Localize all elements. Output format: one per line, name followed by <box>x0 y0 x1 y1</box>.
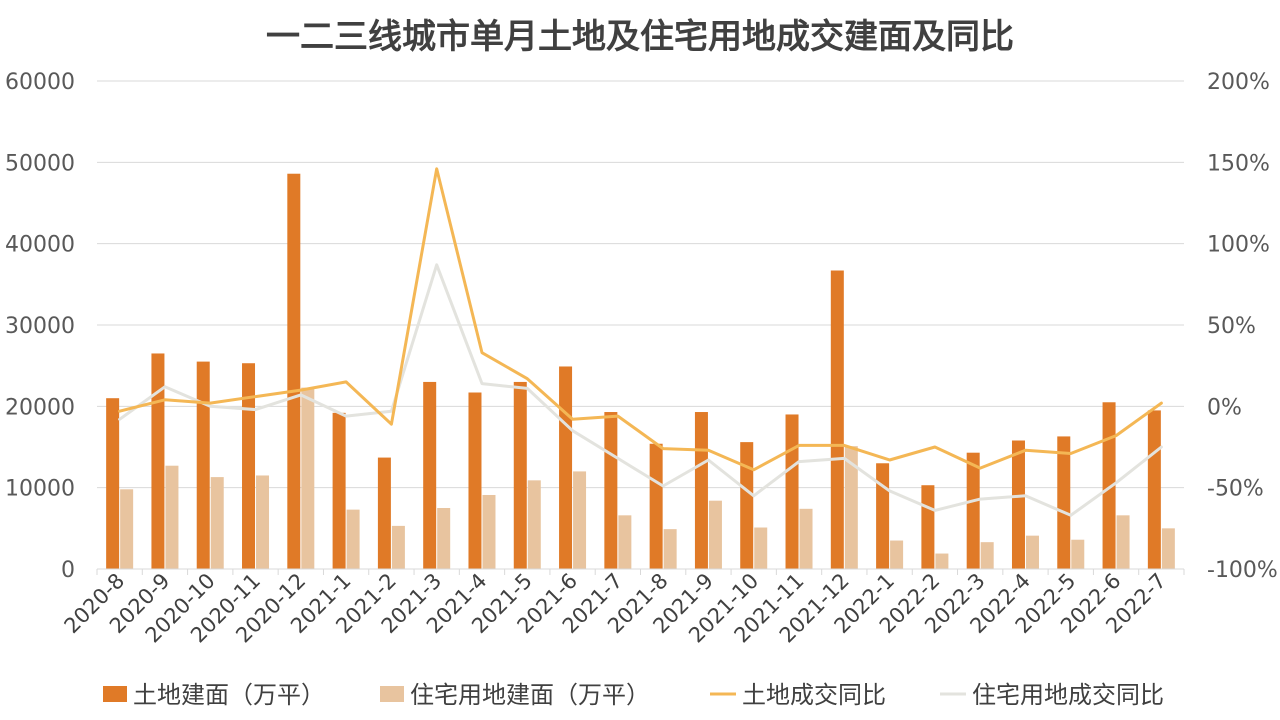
x-axis: 2020-82020-92020-102020-112020-122021-12… <box>60 568 1185 648</box>
land-area-bar <box>785 414 799 569</box>
land-area-bar <box>468 392 482 569</box>
left-tick-label: 0 <box>61 558 75 583</box>
bar-series <box>106 173 1175 569</box>
residential-area-bar <box>573 471 587 569</box>
land-area-bar <box>423 381 437 569</box>
land-area-bar <box>196 361 210 569</box>
land-area-bar <box>604 412 618 569</box>
residential-area-bar <box>301 387 315 569</box>
legend-swatch <box>380 686 404 702</box>
left-tick-label: 30000 <box>5 314 75 339</box>
legend-label: 住宅用地成交同比 <box>972 681 1164 709</box>
right-tick-label: 0% <box>1207 395 1242 420</box>
residential-area-bar <box>391 525 405 569</box>
land-area-bar <box>513 381 527 569</box>
land-area-bar <box>1011 440 1025 569</box>
residential-area-bar <box>799 508 813 569</box>
residential-area-bar <box>1161 528 1175 569</box>
land-area-bar <box>1057 436 1071 569</box>
right-tick-label: -100% <box>1207 558 1278 583</box>
residential-area-bar <box>527 480 541 569</box>
left-tick-label: 20000 <box>5 395 75 420</box>
left-tick-label: 10000 <box>5 477 75 502</box>
right-tick-label: 200% <box>1207 70 1270 95</box>
land-area-bar <box>106 398 120 569</box>
land-area-bar <box>966 452 980 569</box>
residential-area-bar <box>256 475 270 569</box>
left-tick-label: 40000 <box>5 233 75 258</box>
right-tick-label: 150% <box>1207 151 1270 176</box>
land-area-bar <box>649 443 663 569</box>
land-area-bar <box>377 457 391 569</box>
right-tick-label: -50% <box>1207 477 1264 502</box>
land-area-bar <box>242 363 256 569</box>
residential-area-bar <box>844 446 858 569</box>
residential-area-bar <box>754 527 768 569</box>
land-area-bar <box>740 442 754 569</box>
chart-title: 一二三线城市单月土地及住宅用地成交建面及同比 <box>266 17 1014 57</box>
residential-area-bar <box>437 508 451 569</box>
residential-area-bar <box>1025 535 1039 569</box>
line-series <box>118 167 1163 517</box>
residential-area-bar <box>165 465 179 569</box>
legend-label: 土地建面（万平） <box>133 681 325 709</box>
left-tick-label: 50000 <box>5 151 75 176</box>
land-area-bar <box>1147 410 1161 569</box>
residential-area-bar <box>980 542 994 569</box>
land-area-bar <box>151 353 165 569</box>
right-y-axis: -100% -50% 0% 50% 100% 150% 200% <box>1207 70 1278 583</box>
residential-area-bar <box>663 529 677 569</box>
land-area-bar <box>830 270 844 569</box>
residential-area-bar <box>935 553 949 569</box>
right-tick-label: 100% <box>1207 233 1270 258</box>
legend: 土地建面（万平） 住宅用地建面（万平） 土地成交同比 住宅用地成交同比 <box>103 681 1164 709</box>
land-area-bar <box>921 485 935 569</box>
land-yoy-line <box>118 167 1163 472</box>
land-area-bar <box>332 412 346 569</box>
land-area-bar <box>694 412 708 569</box>
residential-yoy-line <box>118 263 1163 517</box>
residential-area-bar <box>1071 539 1085 569</box>
gridlines <box>97 80 1184 570</box>
residential-area-bar <box>1116 515 1130 569</box>
legend-label: 土地成交同比 <box>742 681 886 709</box>
land-area-bar <box>287 173 301 569</box>
residential-area-bar <box>618 515 632 569</box>
residential-area-bar <box>120 489 134 569</box>
left-y-axis: 0 10000 20000 30000 40000 50000 60000 <box>5 70 75 583</box>
residential-area-bar <box>210 477 224 569</box>
residential-area-bar <box>482 494 496 569</box>
residential-area-bar <box>890 540 904 569</box>
right-tick-label: 50% <box>1207 314 1256 339</box>
legend-swatch <box>103 686 127 702</box>
residential-area-bar <box>708 500 722 569</box>
residential-area-bar <box>346 509 360 569</box>
legend-label: 住宅用地建面（万平） <box>410 681 650 709</box>
land-area-bar <box>876 463 890 569</box>
land-area-bar <box>1102 402 1116 569</box>
left-tick-label: 60000 <box>5 70 75 95</box>
land-area-bar <box>559 366 573 569</box>
